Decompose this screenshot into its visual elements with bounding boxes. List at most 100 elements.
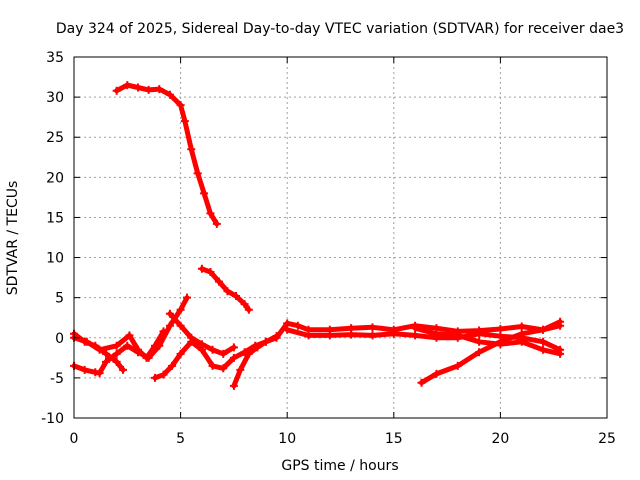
data-point — [168, 361, 177, 370]
data-point — [208, 361, 217, 370]
data-point — [144, 85, 153, 94]
data-point — [539, 337, 548, 346]
data-point — [368, 331, 377, 340]
x-tick-label: 5 — [176, 431, 185, 447]
data-point — [95, 369, 104, 378]
data-point — [229, 353, 238, 362]
data-point — [432, 329, 441, 338]
data-point — [556, 349, 565, 358]
data-point — [214, 277, 223, 286]
x-tick-label: 25 — [598, 431, 616, 447]
data-point — [187, 145, 196, 154]
y-tick-label: -5 — [50, 371, 64, 387]
data-point — [453, 361, 462, 370]
data-point — [229, 343, 238, 352]
data-point — [283, 325, 292, 334]
data-point — [159, 327, 168, 336]
data-point — [206, 209, 215, 218]
data-point — [82, 337, 91, 346]
x-axis-label: GPS time / hours — [281, 458, 398, 474]
data-point — [165, 90, 174, 99]
data-point — [517, 337, 526, 346]
data-point — [304, 331, 313, 340]
chart-title: Day 324 of 2025, Sidereal Day-to-day VTE… — [56, 21, 624, 37]
data-point — [206, 267, 215, 276]
data-point — [517, 329, 526, 338]
data-point — [475, 329, 484, 338]
data-point — [539, 325, 548, 334]
y-axis-label: SDTVAR / TECUs — [5, 181, 21, 296]
data-point — [101, 349, 110, 358]
y-tick-label: 0 — [55, 331, 64, 347]
data-point — [453, 331, 462, 340]
x-tick-label: 10 — [278, 431, 296, 447]
data-point — [101, 357, 110, 366]
data-point — [176, 321, 185, 330]
data-point — [293, 321, 302, 330]
data-point — [496, 337, 505, 346]
data-point — [236, 365, 245, 374]
data-point — [197, 264, 206, 273]
y-tick-label: 25 — [46, 130, 64, 146]
data-point — [176, 305, 185, 314]
data-point — [112, 341, 121, 350]
data-point — [208, 345, 217, 354]
series-arc8 — [229, 317, 565, 390]
y-tick-label: 35 — [46, 50, 64, 66]
data-point — [125, 331, 134, 340]
data-point — [165, 309, 174, 318]
data-point — [165, 321, 174, 330]
data-point — [176, 101, 185, 110]
data-point — [240, 300, 249, 309]
data-point — [272, 333, 281, 342]
data-point — [229, 381, 238, 390]
data-point — [389, 329, 398, 338]
data-point — [212, 219, 221, 228]
data-point — [325, 331, 334, 340]
data-point — [187, 333, 196, 342]
x-tick-label: 0 — [70, 431, 79, 447]
data-point — [123, 341, 132, 350]
data-point — [223, 287, 232, 296]
data-point — [261, 337, 270, 346]
data-point — [123, 81, 132, 90]
data-point — [112, 86, 121, 95]
y-tick-label: 30 — [46, 90, 64, 106]
data-point — [411, 324, 420, 333]
data-point — [475, 348, 484, 357]
series-arc11 — [417, 321, 565, 387]
data-point — [151, 373, 160, 382]
series-arc2 — [197, 264, 253, 314]
data-point — [176, 349, 185, 358]
data-point — [244, 305, 253, 314]
y-tick-label: 20 — [46, 170, 64, 186]
series-arc5 — [70, 327, 168, 362]
y-tick-label: 10 — [46, 251, 64, 267]
y-tick-label: 5 — [55, 291, 64, 307]
axis-ticks: 0 5 10 15 20 25 -10 -5 0 5 10 15 20 25 30 35 — [41, 50, 616, 447]
data-point — [253, 343, 262, 352]
data-point — [112, 349, 121, 358]
data-point — [119, 365, 128, 374]
data-point — [133, 83, 142, 92]
series-arc4 — [70, 293, 191, 378]
data-point — [496, 324, 505, 333]
data-point — [80, 365, 89, 374]
data-series — [70, 81, 565, 390]
data-point — [151, 341, 160, 350]
data-point — [517, 322, 526, 331]
data-point — [182, 293, 191, 302]
y-tick-label: 15 — [46, 210, 64, 226]
series-arc7 — [165, 309, 238, 358]
plot-frame — [73, 56, 608, 419]
data-point — [193, 169, 202, 178]
data-point — [197, 340, 206, 349]
data-point — [244, 349, 253, 358]
data-point — [180, 117, 189, 126]
x-tick-label: 15 — [385, 431, 403, 447]
x-tick-label: 20 — [491, 431, 509, 447]
data-point — [95, 345, 104, 354]
data-point — [368, 323, 377, 332]
